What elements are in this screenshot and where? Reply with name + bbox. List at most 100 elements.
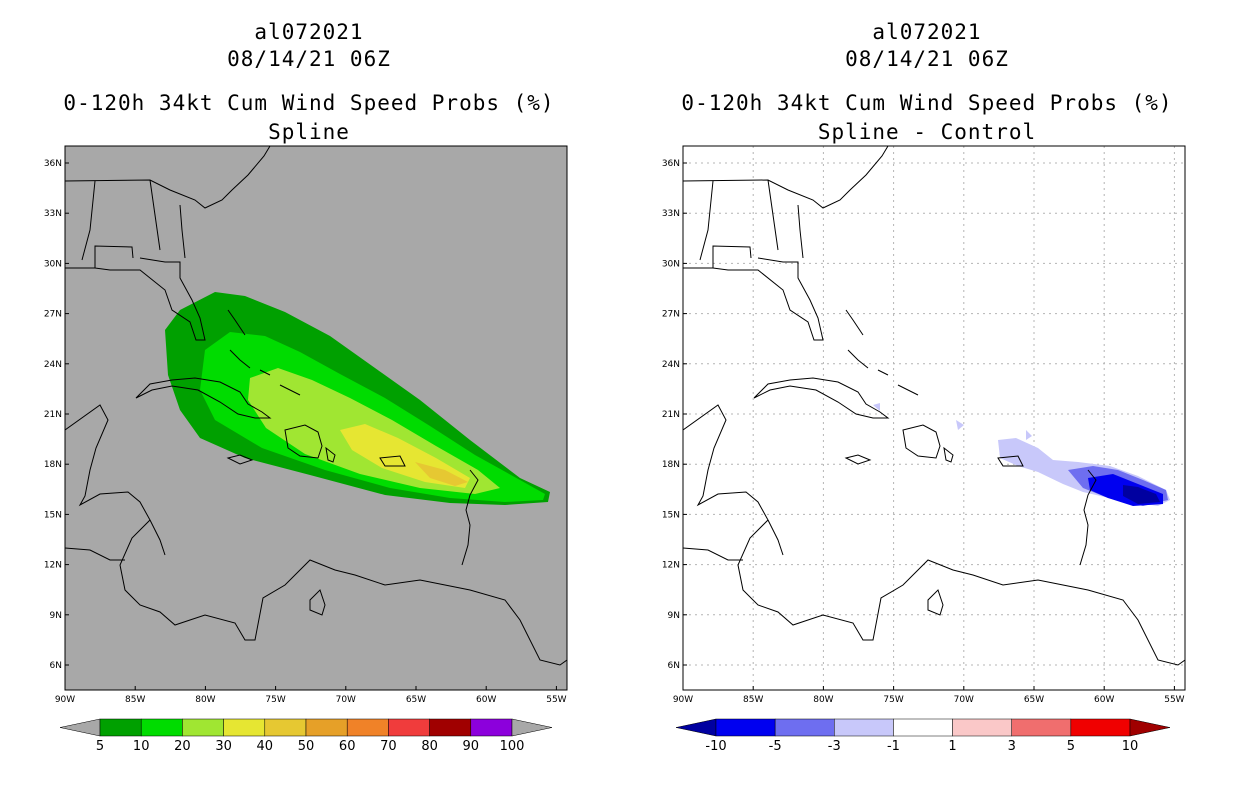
colorbar-box	[264, 718, 307, 737]
colorbar-box	[140, 718, 183, 737]
lat-label: 24N	[662, 360, 680, 370]
colorbar-label: -1	[887, 739, 900, 754]
right-panel: al072021 08/14/21 06Z 0-120h 34kt Cum Wi…	[618, 0, 1236, 800]
colorbar-label: 40	[257, 739, 274, 754]
lat-label: 33N	[662, 209, 680, 219]
colorbar-box	[305, 718, 348, 737]
lon-label: 80W	[813, 695, 833, 705]
lon-label: 85W	[743, 695, 763, 705]
subtitle: Spline	[268, 120, 350, 144]
coastlines	[65, 146, 567, 666]
storm-id: al072021	[872, 20, 982, 44]
prob-contour-40	[415, 462, 468, 486]
lat-label: 18N	[662, 460, 680, 470]
lon-label: 60W	[476, 695, 496, 705]
colorbar-box	[893, 718, 953, 737]
colorbar-right: -10 -5 -3 -1 1 3 5 10	[675, 718, 1171, 754]
colorbar-label: -5	[769, 739, 782, 754]
lon-label: 55W	[1164, 695, 1184, 705]
lat-label: 15N	[44, 510, 62, 520]
colorbar-box	[952, 718, 1012, 737]
lat-label: 12N	[662, 561, 680, 571]
colorbar-box	[834, 718, 894, 737]
probability-contours	[165, 292, 550, 505]
colorbar-box	[388, 718, 430, 737]
colorbar-box	[99, 718, 142, 737]
colorbar-label: -10	[705, 739, 726, 754]
colorbar-left: 5 10 20 30 40 50 60 70 80 90 100	[59, 718, 553, 754]
colorbar-label: 50	[298, 739, 315, 754]
lat-label: 12N	[44, 561, 62, 571]
lon-label: 65W	[1024, 695, 1044, 705]
lat-label: 18N	[44, 460, 62, 470]
lon-label: 75W	[265, 695, 285, 705]
colorbar-over-triangle	[1129, 718, 1171, 737]
datetime: 08/14/21 06Z	[227, 47, 391, 71]
colorbar-box	[1070, 718, 1131, 737]
lon-label: 90W	[55, 695, 75, 705]
lat-label: 15N	[662, 510, 680, 520]
lat-label: 21N	[44, 410, 62, 420]
map-background	[683, 146, 1185, 690]
colorbar-over-triangle	[511, 718, 553, 737]
lat-label: 27N	[44, 310, 62, 320]
lat-label: 24N	[44, 360, 62, 370]
difference-map: 36N 33N 30N 27N 24N 21N 18N 15N 12N 9N 6N 90W 85W 80W…	[662, 145, 1186, 754]
colorbar-label: 5	[1067, 739, 1075, 754]
colorbar-label: 10	[1122, 739, 1139, 754]
lat-label: 27N	[662, 310, 680, 320]
colorbar-label: 5	[96, 739, 104, 754]
lat-label: 21N	[662, 410, 680, 420]
lon-label: 85W	[125, 695, 145, 705]
colorbar-under-triangle	[59, 718, 101, 737]
storm-id: al072021	[254, 20, 364, 44]
coastlines	[683, 146, 1185, 666]
colorbar-box	[223, 718, 266, 737]
gridlines	[683, 146, 1185, 690]
datetime: 08/14/21 06Z	[845, 47, 1009, 71]
lat-label: 6N	[50, 661, 62, 671]
colorbar-under-triangle	[675, 718, 717, 737]
subtitle: Spline - Control	[817, 120, 1037, 144]
colorbar-label: 80	[421, 739, 438, 754]
lat-label: 36N	[662, 159, 680, 169]
lon-label: 65W	[406, 695, 426, 705]
lat-label: 30N	[662, 259, 680, 269]
axes-left: 36N 33N 30N 27N 24N 21N 18N 15N 12N 9N 6N 90W 85W 80W…	[44, 159, 567, 705]
colorbar-box	[715, 718, 776, 737]
probability-map: 36N 33N 30N 27N 24N 21N 18N 15N 12N 9N 6N 90W 85W 80W…	[44, 145, 568, 754]
colorbar-label: 60	[339, 739, 356, 754]
colorbar-label: 90	[463, 739, 480, 754]
lon-label: 75W	[883, 695, 903, 705]
lon-label: 60W	[1094, 695, 1114, 705]
colorbar-label: 100	[500, 739, 525, 754]
lon-label: 80W	[195, 695, 215, 705]
product-title: 0-120h 34kt Cum Wind Speed Probs (%)	[63, 91, 555, 115]
lat-label: 6N	[668, 661, 680, 671]
diff-contour-minus10	[1123, 485, 1160, 504]
lat-label: 33N	[44, 209, 62, 219]
lon-label: 70W	[954, 695, 974, 705]
colorbar-box	[774, 718, 835, 737]
colorbar-box	[470, 718, 513, 737]
lat-label: 9N	[668, 611, 680, 621]
colorbar-label: 70	[380, 739, 397, 754]
lon-label: 90W	[673, 695, 693, 705]
colorbar-box	[346, 718, 389, 737]
colorbar-box	[1011, 718, 1072, 737]
difference-contours	[873, 403, 1170, 506]
colorbar-label: 1	[948, 739, 956, 754]
colorbar-label: 3	[1008, 739, 1016, 754]
lat-label: 30N	[44, 259, 62, 269]
lat-label: 9N	[50, 611, 62, 621]
colorbar-box	[182, 718, 224, 737]
lat-label: 36N	[44, 159, 62, 169]
axes-right: 36N 33N 30N 27N 24N 21N 18N 15N 12N 9N 6N 90W 85W 80W…	[662, 159, 1185, 705]
colorbar-label: 30	[215, 739, 232, 754]
product-title: 0-120h 34kt Cum Wind Speed Probs (%)	[681, 91, 1173, 115]
colorbar-label: 20	[174, 739, 191, 754]
left-panel: al072021 08/14/21 06Z 0-120h 34kt Cum Wi…	[44, 20, 568, 754]
colorbar-label: 10	[133, 739, 150, 754]
lon-label: 70W	[336, 695, 356, 705]
colorbar-box	[429, 718, 472, 737]
